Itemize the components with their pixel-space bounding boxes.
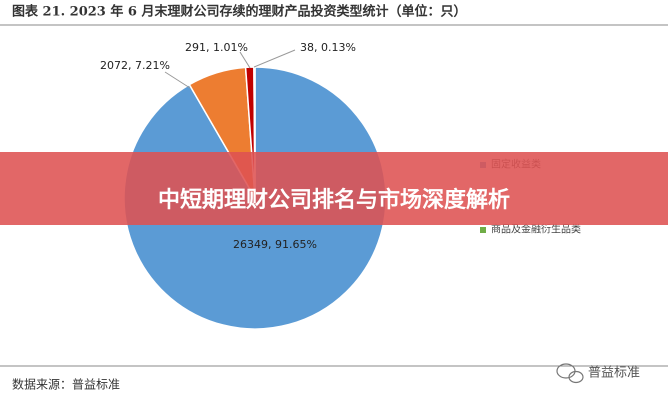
leader-line [239,51,251,69]
chart-title: 图表 21. 2023 年 6 月末理财公司存续的理财产品投资类型统计（单位：只… [12,4,466,20]
data-label: 2072, 7.21% [100,59,170,72]
data-label: 291, 1.01% [185,41,248,54]
legend-swatch [480,227,486,233]
leader-line [253,49,296,68]
leader-line [164,71,191,89]
source: 数据来源：普益标准 [12,377,120,392]
banner [0,152,668,225]
data-label: 26349, 91.65% [233,238,317,251]
legend-label: 商品及金融衍生品类 [491,223,581,236]
watermark-icon [556,363,584,384]
data-label: 38, 0.13% [300,41,356,54]
banner-title: 中短期理财公司排名与市场深度解析 [158,187,510,213]
watermark: 普益标准 [588,366,640,381]
